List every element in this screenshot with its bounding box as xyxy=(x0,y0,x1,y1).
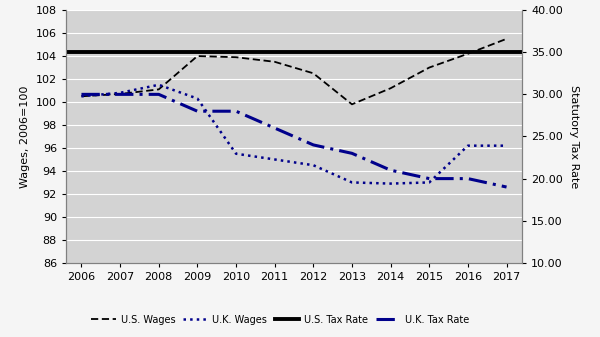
Y-axis label: Statutory Tax Rate: Statutory Tax Rate xyxy=(569,85,580,188)
Legend: U.S. Wages, U.K. Wages, U.S. Tax Rate, U.K. Tax Rate: U.S. Wages, U.K. Wages, U.S. Tax Rate, U… xyxy=(88,311,473,329)
Y-axis label: Wages, 2006=100: Wages, 2006=100 xyxy=(20,85,30,188)
